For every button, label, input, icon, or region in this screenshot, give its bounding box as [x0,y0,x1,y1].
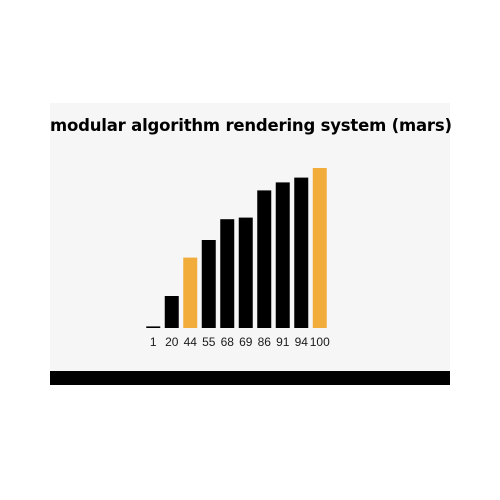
tick-label-91: 91 [276,335,290,349]
tick-label-44: 44 [184,335,198,349]
bar-1 [146,326,161,328]
bar-68 [220,219,235,328]
bar-44 [183,257,198,328]
tick-label-100: 100 [310,335,330,349]
tick-label-68: 68 [221,335,235,349]
bar-94 [294,177,309,328]
bottom-bar [50,371,450,385]
bars-group [146,168,327,328]
tick-label-55: 55 [202,335,216,349]
bar-91 [275,182,290,328]
bar-55 [201,240,216,328]
tick-label-69: 69 [239,335,253,349]
tick-label-20: 20 [165,335,179,349]
tick-labels-group: 1 20 44 55 68 69 86 91 94 100 [150,335,330,349]
tick-label-94: 94 [295,335,309,349]
bar-69 [238,217,253,328]
chart-title: modular algorithm rendering system (mars… [50,116,452,135]
tick-label-1: 1 [150,335,157,349]
bar-86 [257,190,272,328]
bar-100 [312,168,327,328]
tick-label-86: 86 [258,335,272,349]
bar-20 [164,296,179,328]
